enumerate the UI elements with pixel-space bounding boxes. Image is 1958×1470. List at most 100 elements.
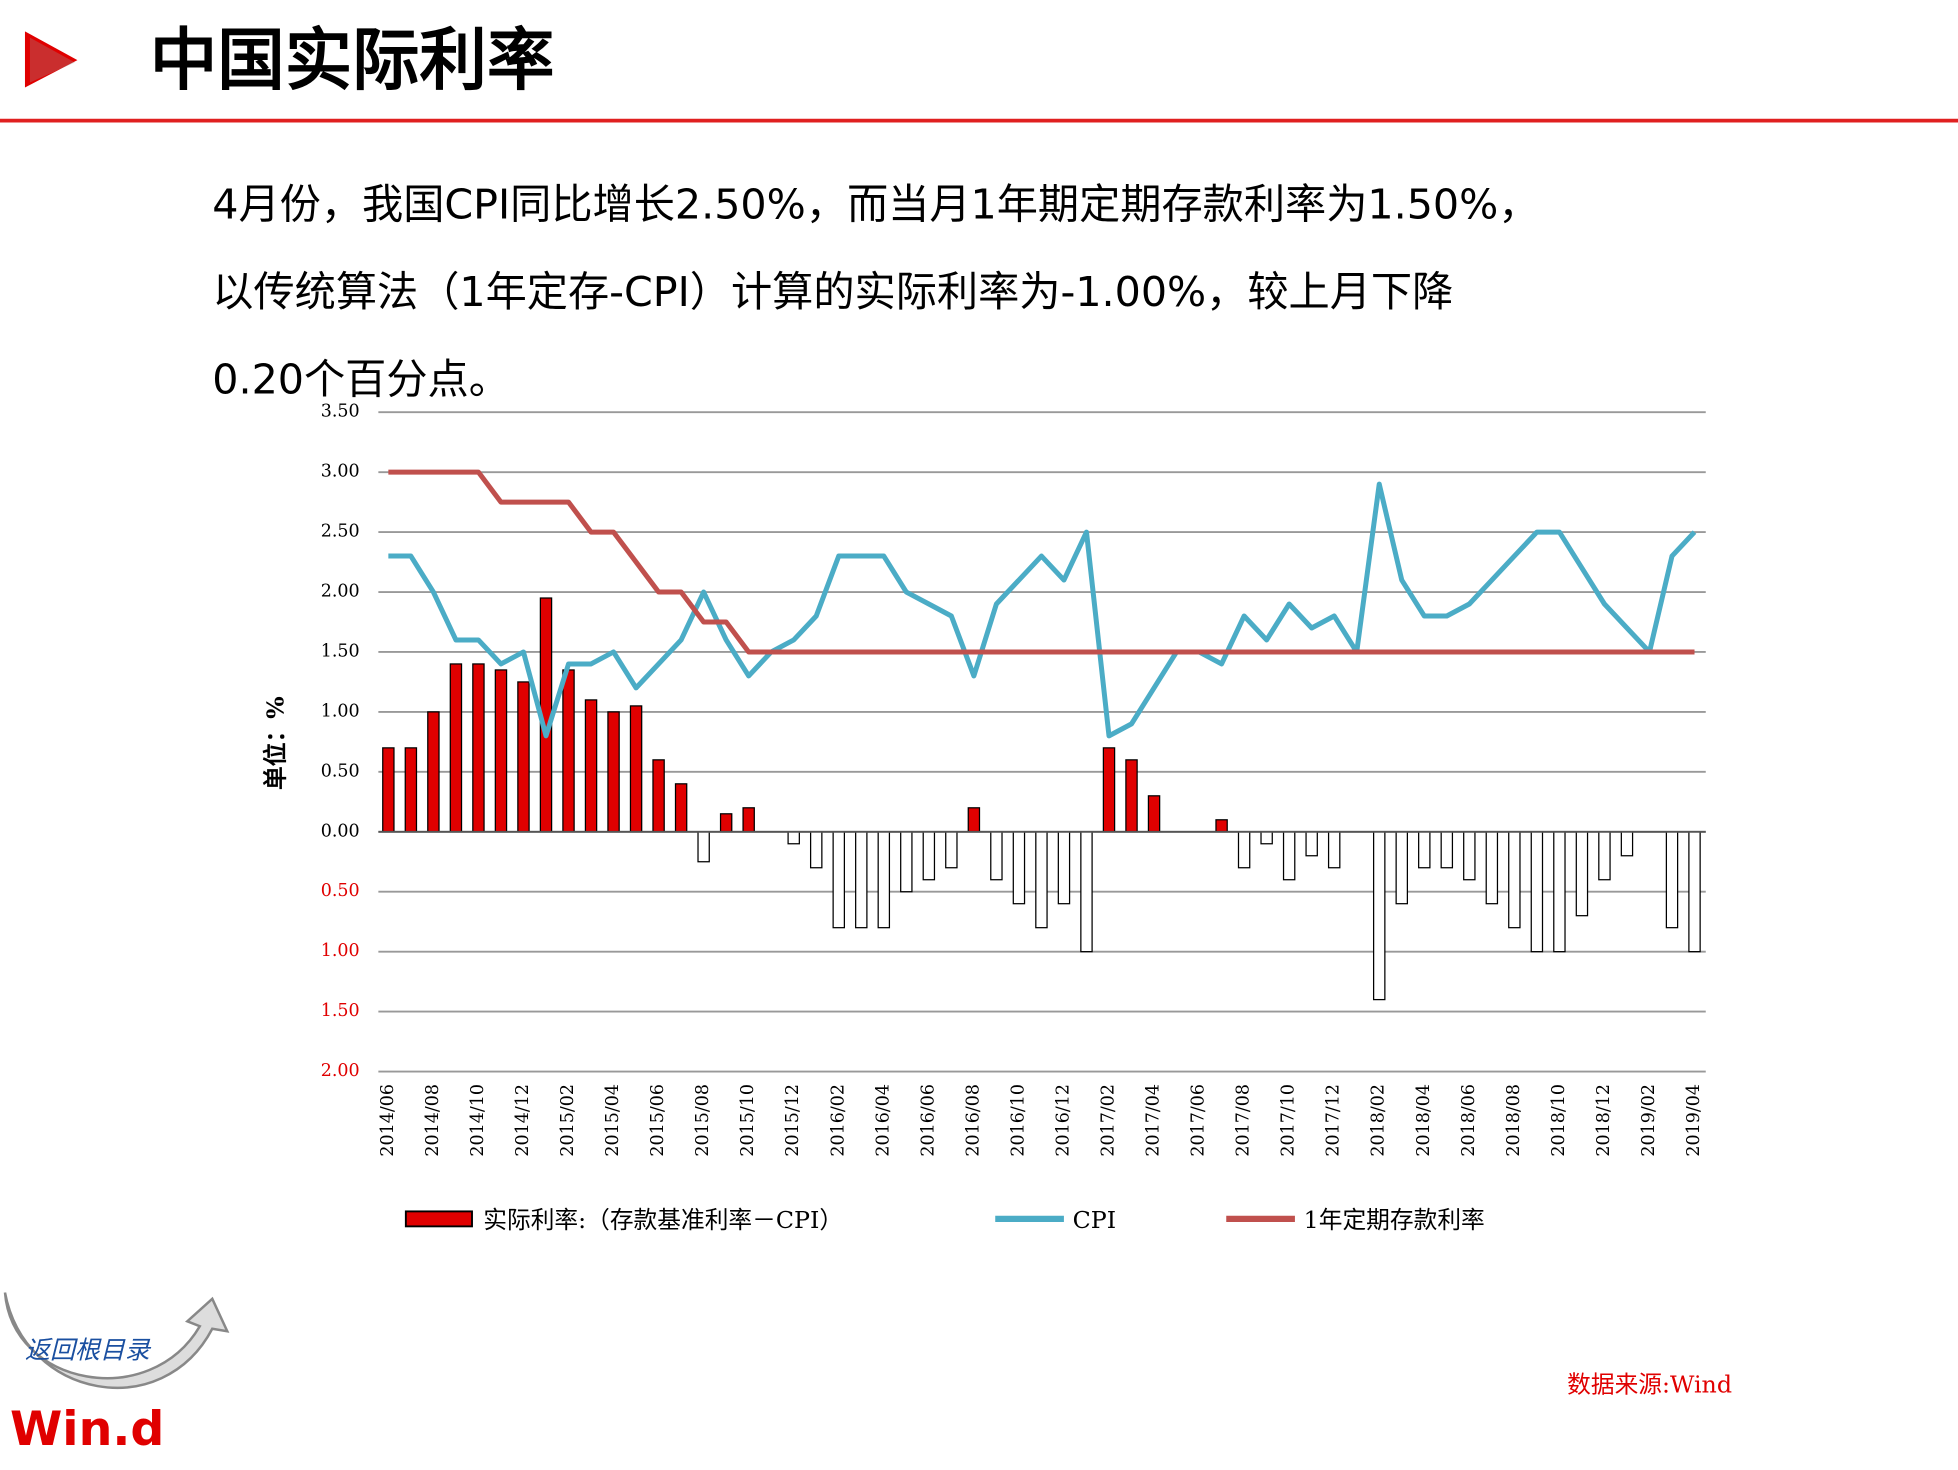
x-tick-label: 2014/10 [468, 1084, 488, 1157]
bar [472, 663, 485, 833]
x-tick-label: 2015/06 [648, 1084, 668, 1157]
y-tick-label: 1.00 [321, 941, 360, 961]
x-tick-label: 2017/04 [1144, 1084, 1164, 1157]
line [388, 469, 1695, 655]
y-tick-label: 2.00 [321, 1061, 360, 1081]
x-tick-label: 2016/06 [918, 1084, 938, 1157]
bar [1395, 831, 1409, 905]
legend-label: 实际利率:（存款基准利率－CPI） [483, 1206, 843, 1234]
logo-arrow [3, 1292, 230, 1390]
title-marker [24, 31, 78, 88]
source-note: 数据来源:Wind [1567, 1370, 1732, 1398]
y-tick-label: 2.50 [321, 522, 360, 542]
header-rule [0, 118, 1958, 123]
x-tick-label: 2014/08 [423, 1084, 443, 1157]
bar [990, 831, 1003, 881]
bar [809, 831, 823, 869]
x-tick-label: 2018/08 [1504, 1084, 1524, 1157]
bar [1282, 831, 1296, 881]
bar [562, 669, 575, 833]
bar [742, 807, 755, 833]
bar [584, 699, 598, 833]
bar [719, 813, 733, 833]
x-tick-label: 2014/06 [378, 1084, 398, 1157]
x-tick-label: 2018/06 [1459, 1084, 1479, 1157]
bar [427, 711, 440, 833]
x-tick-label: 2015/02 [558, 1084, 578, 1157]
x-tick-label: 2018/12 [1594, 1084, 1614, 1157]
bar [922, 831, 936, 881]
y-tick-label: 0.00 [321, 821, 360, 841]
bar [900, 831, 913, 893]
bar [1508, 831, 1521, 929]
x-tick-label: 2016/10 [1008, 1084, 1028, 1157]
legend-label: CPI [1073, 1206, 1116, 1234]
title-marker-shadow [29, 37, 75, 83]
bar [1598, 831, 1611, 881]
x-tick-label: 2015/08 [693, 1084, 713, 1157]
x-tick-label: 2015/10 [738, 1084, 758, 1157]
x-tick-label: 2016/04 [873, 1084, 893, 1157]
bar [1372, 831, 1386, 1001]
paragraph-line: 0.20个百分点。 [212, 355, 510, 403]
bar [652, 759, 665, 833]
y-tick-label: 1.50 [321, 1001, 360, 1021]
bar [1688, 831, 1701, 953]
logo: 返回根目录 Win.d [3, 1292, 230, 1457]
x-tick-label: 2017/08 [1234, 1084, 1254, 1157]
x-tick-label: 2019/04 [1684, 1084, 1704, 1157]
x-tick-label: 2019/02 [1639, 1084, 1659, 1157]
bar [855, 831, 868, 929]
slide-title: 中国实际利率 [150, 21, 555, 100]
bar [1012, 831, 1026, 905]
x-tick-label: 2014/12 [513, 1084, 533, 1157]
bar [1463, 831, 1476, 881]
bar [607, 711, 620, 833]
bar [1665, 831, 1679, 929]
x-tick-label: 2015/12 [783, 1084, 803, 1157]
bar [404, 747, 418, 833]
bar [832, 831, 845, 929]
bar [1057, 831, 1071, 905]
paragraph-line: 4月份，我国CPI同比增长2.50%，而当月1年期定期存款利率为1.50%， [212, 181, 1539, 229]
x-tick-label: 2015/04 [603, 1084, 623, 1157]
bar [1327, 831, 1341, 869]
bar [1575, 831, 1589, 917]
bar [697, 831, 710, 863]
y-tick-label: 0.50 [321, 881, 360, 901]
bar [1035, 831, 1048, 929]
bar [1530, 831, 1544, 953]
y-tick-label: 3.00 [321, 462, 360, 482]
x-tick-label: 2016/08 [963, 1084, 983, 1157]
bar [517, 681, 530, 833]
x-tick-label: 2017/10 [1279, 1084, 1299, 1157]
bar [1147, 795, 1161, 833]
paragraph-line: 以传统算法（1年定存-CPI）计算的实际利率为-1.00%，较上月下降 [212, 268, 1453, 316]
bar [787, 831, 800, 845]
line [388, 481, 1697, 739]
bar [494, 669, 508, 833]
y-tick-label: 1.00 [321, 701, 360, 721]
x-tick-label: 2017/12 [1324, 1084, 1344, 1157]
bar [945, 831, 958, 869]
bar [1215, 819, 1228, 833]
bar [1620, 831, 1634, 857]
back-link[interactable]: 返回根目录 [25, 1336, 152, 1365]
legend-label: 1年定期存款利率 [1304, 1206, 1485, 1234]
logo-brand: Win.d [10, 1402, 164, 1457]
y-axis-label: 单位：% [262, 696, 290, 790]
bar [1553, 831, 1566, 953]
x-tick-label: 2017/02 [1098, 1084, 1118, 1157]
bar [1305, 831, 1318, 857]
plot-area: 3.50 3.00 2.50 2.00 1.50 1.00 0.50 0.00 0.50 1.00… [321, 402, 1706, 1234]
x-tick-label: 2018/04 [1414, 1084, 1434, 1157]
bar [629, 705, 643, 833]
y-tick-label: 1.50 [321, 641, 360, 661]
bar [967, 807, 981, 833]
bar [382, 747, 395, 833]
y-tick-label: 2.00 [321, 582, 360, 602]
y-tick-label: 3.50 [321, 402, 360, 422]
x-tick-label: 2016/02 [828, 1084, 848, 1157]
x-tick-label: 2018/10 [1549, 1084, 1569, 1157]
